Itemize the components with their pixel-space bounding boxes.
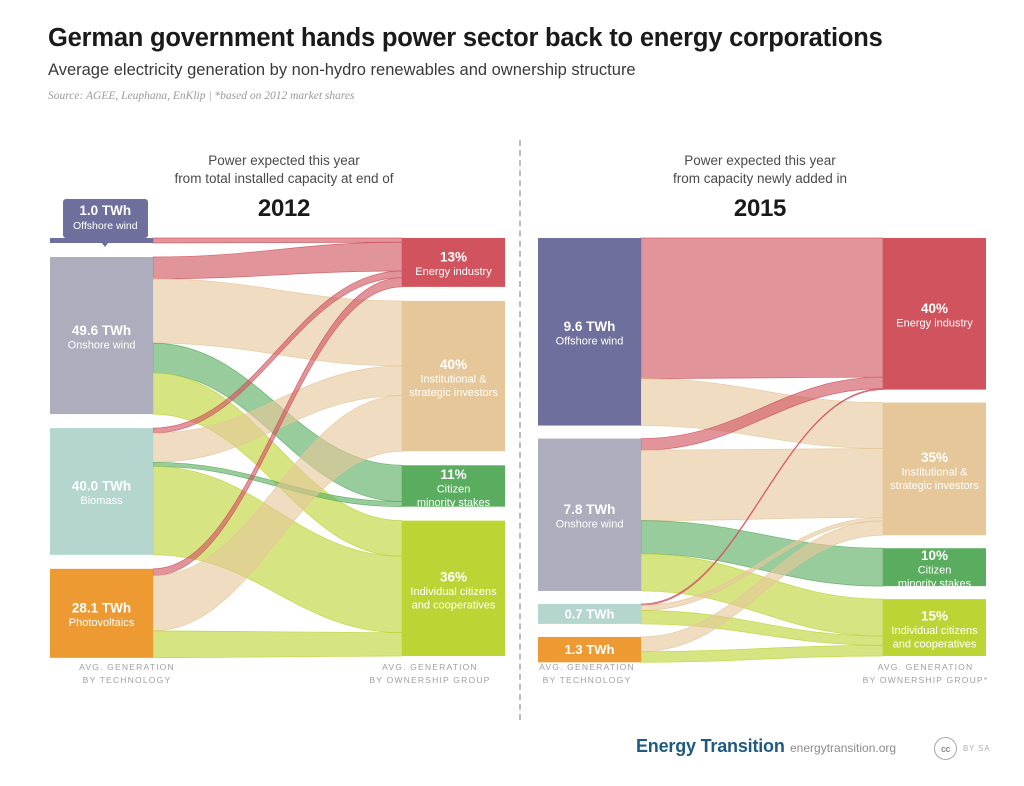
axis-caption-left-2015: AVG. GENERATION BY TECHNOLOGY [512, 661, 662, 688]
sankey-node-onshore_wind [50, 257, 153, 415]
caption-line-2: from total installed capacity at end of [174, 171, 394, 187]
sankey-node-citizen_minority [402, 465, 505, 507]
header: German government hands power sector bac… [48, 24, 978, 102]
license-text: BY SA [963, 744, 991, 753]
sankey-node-label: 40% Institutional & strategic investors [409, 357, 498, 399]
sankey-link [152, 277, 403, 577]
page-subtitle: Average electricity generation by non-hy… [48, 61, 636, 80]
brand-logo: Energy Transition [636, 736, 785, 756]
sankey-node-label: 40% Energy industry [896, 301, 973, 330]
sankey-node-label: 35% Institutional & strategic investors [890, 450, 979, 492]
panel-year-2012: 2012 [257, 195, 311, 223]
sankey-node-onshore_wind [538, 438, 641, 591]
sankey-diagram-2012: 49.6 TWh Onshore wind 40.0 TWh Biomass 28.1 … [50, 237, 505, 659]
creative-commons-license: cc BY SA [934, 737, 990, 760]
sankey-link [152, 237, 403, 244]
sankey-node-offshore_wind [538, 238, 641, 426]
sankey-link [152, 630, 403, 659]
sankey-node-energy_industry [883, 238, 986, 390]
axis-caption-line-2: BY OWNERSHIP GROUP [369, 675, 491, 686]
axis-caption-line-2: BY OWNERSHIP GROUP* [862, 675, 989, 686]
sankey-link [640, 448, 884, 521]
caption-line-1: Power expected this year [208, 153, 360, 168]
source-note: Source: AGEE, Leuphana, EnKlip | *based … [48, 90, 355, 103]
sankey-node-photovoltaics [538, 636, 641, 663]
axis-caption-left-2012: AVG. GENERATION BY TECHNOLOGY [52, 661, 202, 688]
sankey-node-label: 7.8 TWh Onshore wind [556, 502, 624, 531]
sankey-node-label: 10% Citizen minority stakes [898, 548, 972, 590]
sankey-node-photovoltaics [50, 568, 153, 658]
sankey-node-individual_citizens [402, 520, 505, 656]
callout-box: 1.0 TWh Offshore wind [63, 199, 148, 238]
sankey-node-label: 28.1 TWh Photovoltaics [69, 601, 135, 630]
callout-label: Offshore wind [73, 219, 138, 232]
creative-commons-icon: cc [934, 737, 957, 760]
sankey-node-label: 13% Energy industry [415, 250, 492, 279]
axis-caption-right-2015: AVG. GENERATION BY OWNERSHIP GROUP* [848, 661, 1003, 688]
axis-caption-line-1: AVG. GENERATION [382, 662, 478, 672]
sankey-node-citizen_minority [883, 548, 986, 587]
panel-caption-2012: Power expected this year from total inst… [104, 152, 464, 223]
sankey-node-label: 9.6 TWh Offshore wind [556, 319, 624, 348]
panel-caption-2015: Power expected this year from capacity n… [580, 152, 940, 223]
callout-value: 1.0 TWh [79, 203, 132, 218]
axis-caption-line-1: AVG. GENERATION [877, 662, 974, 672]
website-link[interactable]: energytransition.org [790, 741, 897, 755]
caption-line-1: Power expected this year [684, 153, 836, 168]
sankey-node-institutional [402, 300, 505, 452]
sankey-link [640, 520, 884, 587]
sankey-node-label: 1.3 TWh [565, 642, 615, 657]
sankey-diagram-2015: 9.6 TWh Offshore wind 7.8 TWh Onshore wind 0… [538, 237, 986, 663]
callout-pointer-icon [98, 238, 113, 247]
sankey-node-institutional [883, 402, 986, 536]
panel-year-2015: 2015 [733, 195, 787, 223]
sankey-node-label: 11% Citizen minority stakes [417, 467, 491, 509]
sankey-link [640, 644, 884, 663]
sankey-node-individual_citizens [883, 599, 986, 656]
axis-caption-line-2: BY TECHNOLOGY [542, 675, 632, 686]
sankey-node-label: 15% Individual citizens and cooperatives [891, 609, 978, 651]
axis-caption-line-2: BY TECHNOLOGY [82, 675, 172, 686]
sankey-node-biomass [50, 428, 153, 555]
offshore-wind-callout: 1.0 TWh Offshore wind [63, 199, 148, 247]
axis-caption-line-1: AVG. GENERATION [539, 662, 635, 672]
sankey-node-label: 36% Individual citizens and cooperatives [410, 569, 497, 611]
sankey-link [640, 237, 884, 380]
sankey-node-label: 40.0 TWh Biomass [72, 479, 131, 508]
sankey-node-biomass [538, 603, 641, 624]
axis-caption-line-1: AVG. GENERATION [79, 662, 175, 672]
sankey-link [152, 241, 403, 280]
page-title: German government hands power sector bac… [48, 24, 883, 52]
sankey-node-energy_industry [402, 238, 505, 287]
caption-line-2: from capacity newly added in [672, 171, 848, 187]
sankey-node-label: 0.7 TWh [565, 606, 615, 621]
sankey-node-label: 49.6 TWh Onshore wind [68, 323, 136, 352]
axis-caption-right-2012: AVG. GENERATION BY OWNERSHIP GROUP [355, 661, 505, 688]
footer: Energy Transition energytransition.org c… [0, 733, 1024, 773]
panel-divider [519, 140, 521, 720]
